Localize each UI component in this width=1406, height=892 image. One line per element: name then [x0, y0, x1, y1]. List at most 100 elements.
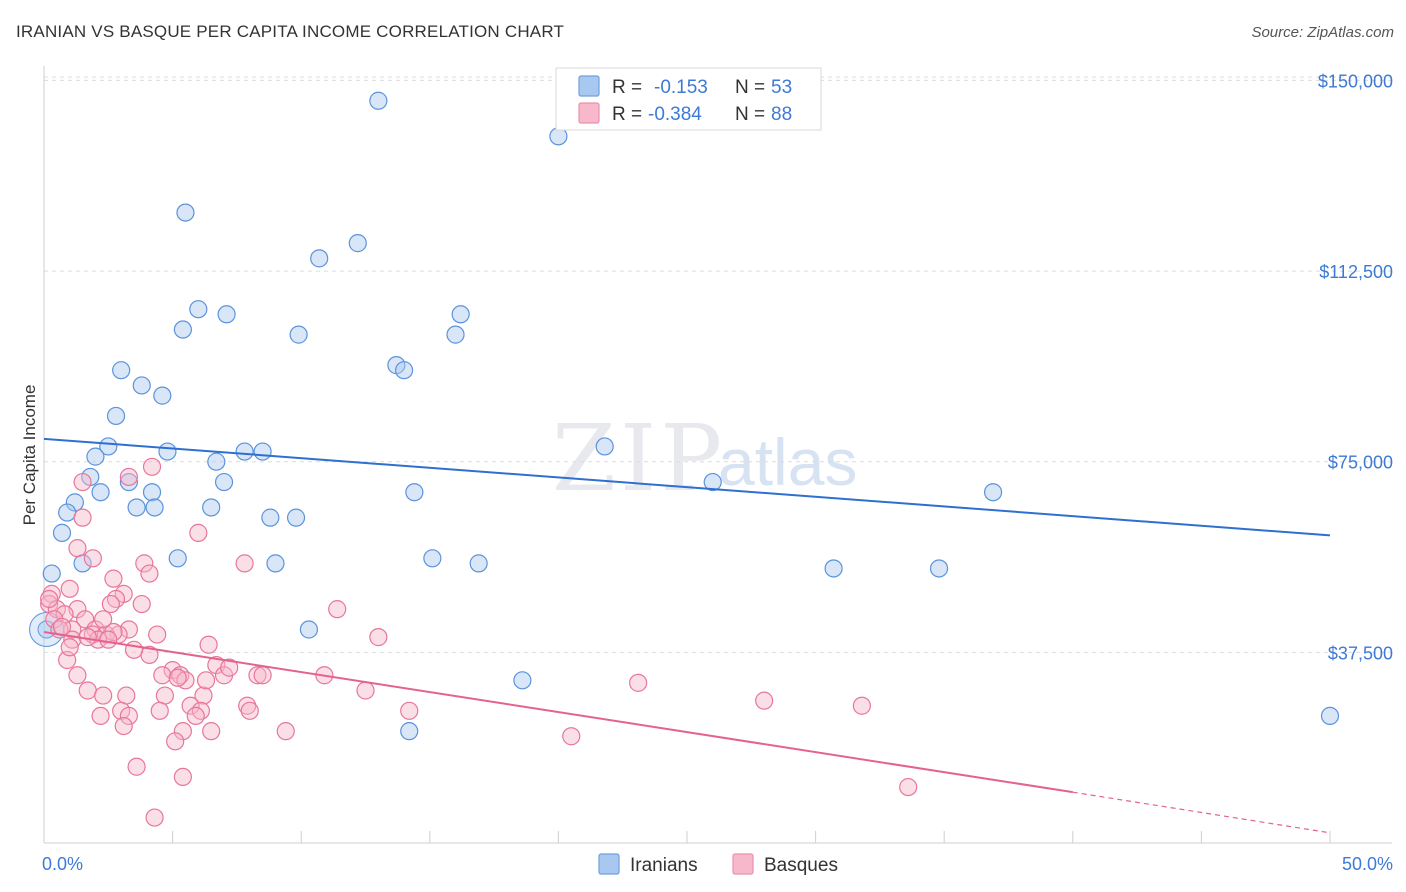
basque-point — [238, 696, 257, 715]
basque-point — [119, 467, 138, 487]
iranian-point — [142, 483, 162, 502]
basque-point — [132, 594, 151, 614]
iranian-point — [400, 722, 419, 741]
x-tick-labels: 0.0% 50.0% — [42, 854, 1393, 874]
legend-r-value-iranians: -0.153 — [654, 77, 708, 98]
basque-point — [142, 457, 162, 476]
iranian-point — [513, 671, 532, 690]
basque-point — [94, 686, 113, 705]
iranian-point — [99, 437, 118, 456]
iranian-point — [176, 203, 195, 222]
basque-point — [328, 600, 347, 619]
legend-swatch-iranians — [578, 75, 600, 97]
basque-point — [135, 554, 154, 573]
bottom-legend-label-iranians: Iranians — [630, 855, 698, 876]
iranian-point — [451, 305, 470, 324]
iranian-point — [145, 498, 164, 517]
basque-point — [369, 628, 388, 647]
basque-point — [68, 539, 87, 558]
iranian-point — [106, 406, 126, 426]
bottom-legend: Iranians Basques — [598, 853, 838, 876]
trend-lines — [43, 437, 1331, 834]
basque-point — [276, 722, 295, 741]
iranian-point — [86, 447, 105, 466]
x-tick-label: 50.0% — [1342, 854, 1393, 874]
basque-point — [114, 716, 133, 736]
iranian-point — [58, 503, 77, 522]
basque-point — [124, 640, 144, 659]
basque-point — [91, 706, 110, 726]
iranian-point — [423, 549, 442, 568]
basque-point — [101, 594, 120, 614]
iranian-point — [112, 361, 131, 380]
axes — [43, 66, 1392, 844]
legend-r-label-iranians: R = — [612, 77, 642, 98]
iranian-point — [261, 508, 280, 527]
iranian-point — [158, 442, 177, 461]
chart-title: IRANIAN VS BASQUE PER CAPITA INCOME CORR… — [16, 22, 565, 41]
legend-r-label-basques: R = — [612, 104, 642, 125]
legend-r-value-basques: -0.384 — [648, 104, 702, 125]
basque-point — [181, 696, 200, 715]
source-credit: Source: ZipAtlas.com — [1251, 24, 1394, 41]
iranian-point — [214, 472, 234, 492]
iranian-point — [65, 493, 84, 512]
basque-point — [150, 701, 169, 720]
iranians-points — [29, 91, 1340, 741]
iranian-point — [446, 325, 465, 344]
basque-point — [235, 554, 254, 573]
basque-point — [94, 610, 113, 629]
basque-point — [168, 668, 187, 687]
iranian-point — [703, 472, 722, 492]
basque-point — [99, 630, 118, 649]
basques-points — [40, 457, 918, 827]
iranian-point — [253, 442, 272, 461]
iranian-point — [310, 249, 329, 268]
bottom-legend-label-basques: Basques — [764, 855, 838, 876]
basque-point — [202, 722, 221, 741]
iranian-point — [286, 508, 306, 527]
iranian-point — [132, 376, 151, 395]
iranians-trend-line — [43, 437, 1331, 537]
basque-point — [173, 722, 192, 741]
iranian-point — [91, 483, 110, 502]
basque-point — [73, 472, 92, 492]
iranian-point — [189, 300, 208, 319]
iranian-point — [127, 498, 146, 517]
basque-point — [104, 569, 123, 588]
iranian-point — [929, 559, 949, 578]
y-tick-labels: $37,500 $75,000 $112,500 $150,000 — [1318, 71, 1393, 663]
basque-point — [117, 686, 136, 705]
iranian-point — [394, 361, 414, 380]
legend-n-label-iranians: N = — [735, 77, 765, 98]
bottom-legend-swatch-basques — [732, 853, 754, 875]
iranian-point — [405, 483, 424, 502]
bottom-legend-swatch-iranians — [598, 853, 620, 875]
iranian-point — [983, 483, 1003, 502]
iranian-point — [202, 498, 221, 517]
y-tick-label: $150,000 — [1318, 71, 1393, 91]
iranian-point — [207, 452, 226, 471]
iranian-point — [469, 554, 488, 573]
iranian-point — [299, 620, 319, 639]
basque-point — [191, 701, 210, 720]
iranian-point — [369, 91, 388, 110]
basque-point — [45, 610, 64, 629]
basque-point — [148, 625, 167, 644]
basque-point — [127, 757, 146, 776]
basque-point — [73, 508, 92, 527]
legend-n-label-basques: N = — [735, 104, 765, 125]
basque-point — [166, 732, 185, 751]
iranian-point — [348, 234, 367, 253]
legend-box: R = -0.153 N = 53 R = -0.384 N = 88 — [555, 67, 822, 131]
basque-point — [83, 549, 102, 568]
basque-point — [119, 620, 138, 639]
basque-point — [119, 706, 138, 726]
basque-point — [400, 701, 419, 720]
legend-n-value-iranians: 53 — [771, 77, 792, 98]
legend-n-value-basques: 88 — [771, 104, 792, 125]
basque-point — [248, 666, 267, 685]
basque-point — [194, 686, 213, 705]
x-tick-label: 0.0% — [42, 854, 83, 874]
